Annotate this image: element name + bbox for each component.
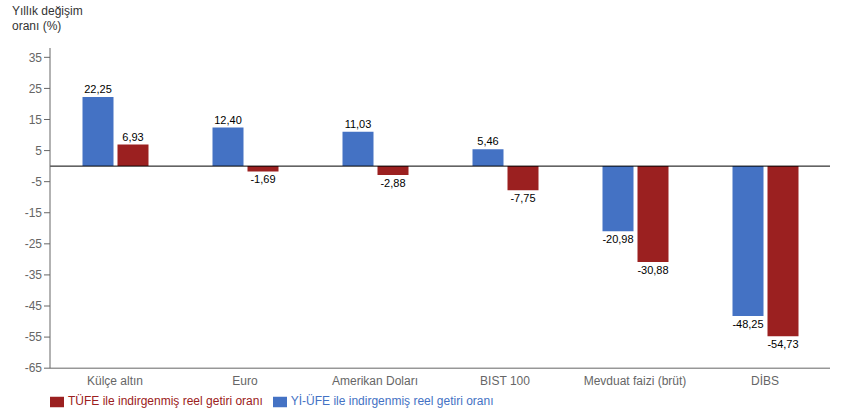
html-text:TÜFE ile indirgenmiş reel geti: TÜFE ile indirgenmiş reel getiri oranı	[68, 394, 263, 409]
svg-text:-5: -5	[31, 175, 42, 189]
svg-text:-54,73: -54,73	[767, 338, 798, 350]
svg-text:-45: -45	[25, 299, 43, 313]
svg-text:-25: -25	[25, 237, 43, 251]
svg-text:-7,75: -7,75	[510, 192, 535, 204]
svg-text:-65: -65	[25, 361, 43, 375]
svg-text:5: 5	[35, 144, 42, 158]
svg-text:12,40: 12,40	[214, 114, 242, 126]
svg-text:-1,69: -1,69	[250, 173, 275, 185]
svg-text:BIST 100: BIST 100	[480, 374, 530, 388]
svg-text:Euro: Euro	[232, 374, 258, 388]
html-text:Yıllık değişim: Yıllık değişim	[12, 4, 83, 18]
html-text:Yİ-ÜFE ile indirgenmiş reel ge: Yİ-ÜFE ile indirgenmiş reel getiri oranı	[290, 394, 494, 409]
svg-text:35: 35	[29, 51, 43, 65]
svg-text:-48,25: -48,25	[732, 318, 763, 330]
svg-text:-15: -15	[25, 206, 43, 220]
svg-text:Mevduat faizi (brüt): Mevduat faizi (brüt)	[584, 374, 687, 388]
svg-text:6,93: 6,93	[122, 131, 143, 143]
svg-text:5,46: 5,46	[477, 135, 498, 147]
svg-text:25: 25	[29, 82, 43, 96]
svg-text:Amerikan Doları: Amerikan Doları	[332, 374, 418, 388]
svg-text:-35: -35	[25, 268, 43, 282]
svg-text:DİBS: DİBS	[751, 374, 779, 388]
svg-text:-20,98: -20,98	[602, 233, 633, 245]
svg-text:-30,88: -30,88	[637, 264, 668, 276]
svg-text:11,03: 11,03	[345, 118, 372, 130]
svg-text:Külçe altın: Külçe altın	[87, 374, 143, 388]
html-text:oranı (%): oranı (%)	[12, 19, 62, 33]
svg-text:-55: -55	[25, 330, 43, 344]
svg-text:-2,88: -2,88	[380, 177, 405, 189]
svg-text:22,25: 22,25	[84, 83, 112, 95]
svg-text:15: 15	[29, 113, 43, 127]
